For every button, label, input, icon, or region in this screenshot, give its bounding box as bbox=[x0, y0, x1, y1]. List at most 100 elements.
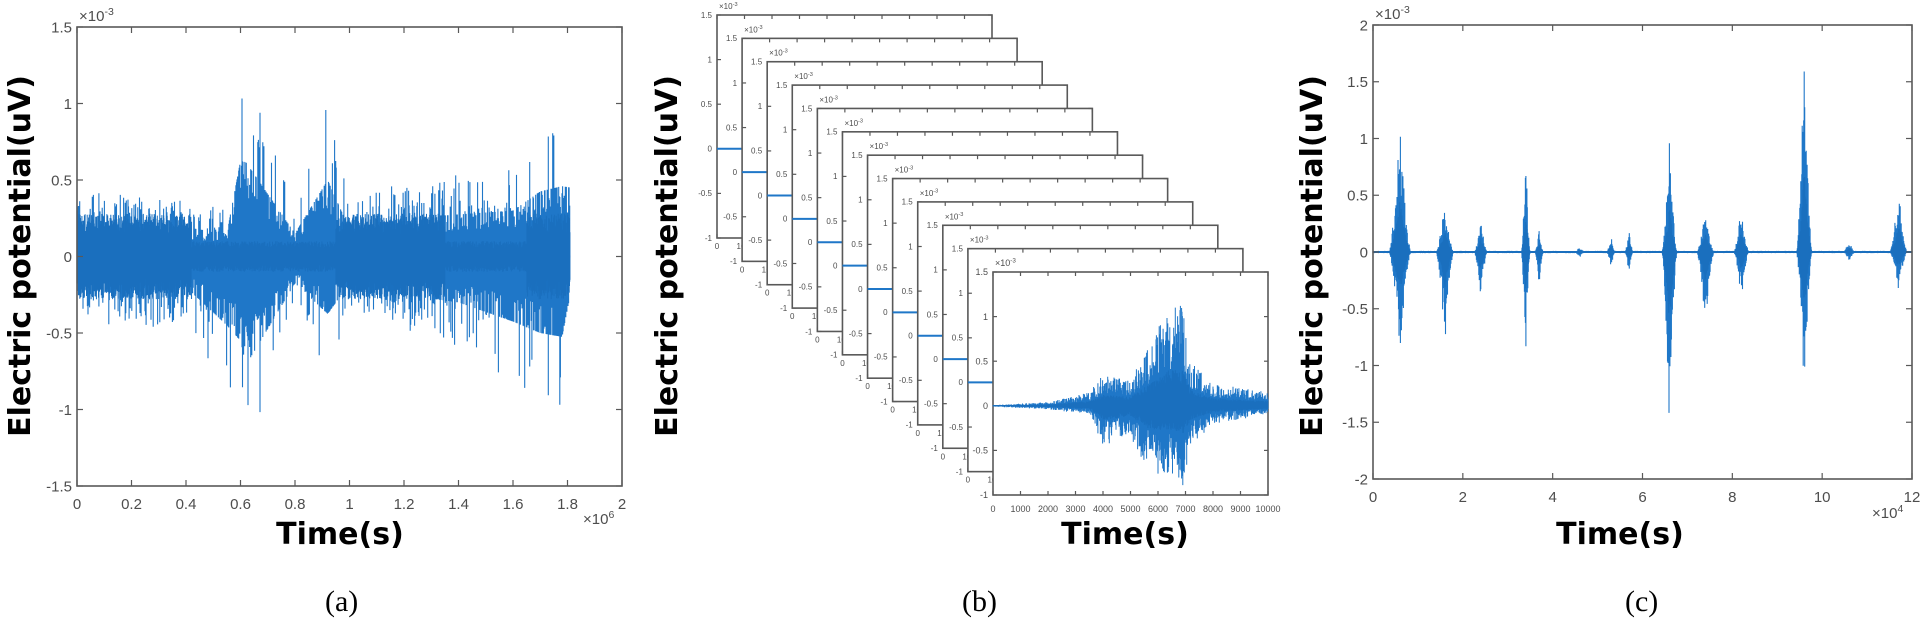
y-tick-label: 0.5 bbox=[952, 334, 964, 343]
y-tick-label: 1 bbox=[908, 242, 913, 251]
y-tick-label: -0.5 bbox=[799, 283, 813, 292]
x-tick-label: 1000 bbox=[1010, 504, 1030, 514]
axes-c: 0 2 4 6 8 10 12 -2 -1.5 -1 -0.5 0 0.5 1 1.5 2 ×10-3 bbox=[1342, 4, 1920, 506]
y-tick-label: 0 bbox=[758, 191, 763, 200]
y-tick-label: -1 bbox=[881, 397, 889, 406]
y-tick-label: -1 bbox=[805, 327, 813, 336]
x-tick-label: 8000 bbox=[1203, 504, 1223, 514]
y-axis-title: Electric potential(uV) bbox=[3, 75, 38, 437]
x-tick-label: 5000 bbox=[1120, 504, 1140, 514]
x-tick-label: 0 bbox=[966, 476, 971, 485]
frame-bg bbox=[993, 272, 1268, 495]
y-tick-label: 0.5 bbox=[927, 310, 939, 319]
y-tick-label: -0.5 bbox=[874, 353, 888, 362]
y-tick-label: 0.5 bbox=[51, 172, 72, 189]
x-tick-label: 1.4 bbox=[448, 496, 469, 513]
y-tick-label: 0.5 bbox=[751, 147, 763, 156]
x-tick-label: 10 bbox=[737, 242, 746, 251]
y-tick-label: -0.5 bbox=[924, 399, 938, 408]
y-tick-label: 1.5 bbox=[776, 81, 788, 90]
y-tick-label: -0.5 bbox=[824, 306, 838, 315]
x-tick-label: 12 bbox=[1904, 489, 1921, 506]
x-tick-label: 10 bbox=[787, 289, 796, 298]
y-tick-label: -0.5 bbox=[849, 329, 863, 338]
x-tick-label: 0 bbox=[890, 406, 895, 415]
y-multiplier: ×10-3 bbox=[844, 119, 863, 128]
y-tick-label: -1 bbox=[1355, 358, 1368, 375]
y-tick-label: 1.5 bbox=[801, 104, 813, 113]
x-tick-label: 10 bbox=[837, 335, 846, 344]
x-tick-label: 0 bbox=[990, 504, 995, 514]
y-tick-label: 1.5 bbox=[726, 34, 738, 43]
y-tick-label: 0.5 bbox=[975, 356, 988, 366]
x-tick-label: 0 bbox=[740, 265, 745, 274]
signal-a bbox=[76, 98, 571, 413]
y-tick-label: 0.5 bbox=[801, 193, 813, 202]
x-tick-label: 10 bbox=[887, 382, 896, 391]
axes-b: 0 1000 2000 3000 4000 5000 6000 7000 8000 9000 100… bbox=[972, 257, 1280, 514]
y-tick-label: 0 bbox=[808, 238, 813, 247]
y-tick-label: -1 bbox=[730, 257, 738, 266]
y-tick-label: 1 bbox=[708, 55, 713, 64]
y-tick-label: -0.5 bbox=[949, 423, 963, 432]
y-tick-label: 1.5 bbox=[975, 267, 988, 277]
x-tick-label: 0.2 bbox=[121, 496, 142, 513]
y-tick-label: 0.5 bbox=[701, 100, 713, 109]
y-multiplier: ×10-3 bbox=[970, 235, 989, 244]
y-tick-label: 1 bbox=[758, 102, 763, 111]
y-tick-label: 0.5 bbox=[776, 170, 788, 179]
x-tick-label: 2 bbox=[618, 496, 626, 513]
x-tick-label: 2000 bbox=[1038, 504, 1058, 514]
y-tick-label: 1 bbox=[883, 219, 888, 228]
x-tick-label: 0 bbox=[840, 359, 845, 368]
y-tick-label: 1 bbox=[958, 289, 963, 298]
x-tick-label: 7000 bbox=[1175, 504, 1195, 514]
x-tick-label: 10 bbox=[812, 312, 821, 321]
y-tick-label: 0 bbox=[933, 355, 938, 364]
y-tick-label: -1 bbox=[780, 304, 788, 313]
signal-trace bbox=[1372, 71, 1913, 413]
y-tick-label: 0 bbox=[908, 332, 913, 341]
x-tick-label: 1.6 bbox=[503, 496, 524, 513]
y-tick-label: -1 bbox=[830, 351, 838, 360]
chart-a: 0 0.2 0.4 0.6 0.8 1 1.2 1.4 1.6 1.8 2 -1.5 -1 -0.5 0 0.… bbox=[3, 6, 626, 552]
panel-a: 0 0.2 0.4 0.6 0.8 1 1.2 1.4 1.6 1.8 2 -1.5 -1 -0.5 0 0.… bbox=[0, 0, 640, 644]
chart-c: 0 2 4 6 8 10 12 -2 -1.5 -1 -0.5 0 0.5 1 1.5 2 ×10-3 ×104 E… bbox=[1295, 4, 1920, 552]
y-tick-label: 1 bbox=[64, 96, 72, 113]
y-tick-label: 1.5 bbox=[751, 58, 763, 67]
x-tick-label: 0 bbox=[815, 335, 820, 344]
y-tick-label: 1 bbox=[733, 79, 738, 88]
y-tick-label: -1.5 bbox=[46, 478, 72, 495]
y-tick-label: 0 bbox=[708, 145, 713, 154]
x-tick-label: 0 bbox=[765, 289, 770, 298]
x-tick-label: 0 bbox=[790, 312, 795, 321]
x-axis-title: Time(s) bbox=[1061, 517, 1189, 552]
x-tick-label: 9000 bbox=[1230, 504, 1250, 514]
x-tick-label: 1 bbox=[345, 496, 353, 513]
y-multiplier: ×10-3 bbox=[945, 212, 964, 221]
y-tick-label: 0 bbox=[883, 308, 888, 317]
y-tick-label: 1 bbox=[808, 149, 813, 158]
x-tick-label: 0 bbox=[941, 452, 946, 461]
x-tick-label: 6000 bbox=[1148, 504, 1168, 514]
y-tick-label: -0.5 bbox=[972, 446, 988, 456]
y-tick-label: -0.5 bbox=[899, 376, 913, 385]
x-axis-title: Time(s) bbox=[276, 517, 404, 552]
x-tick-label: 0 bbox=[865, 382, 870, 391]
y-tick-label: 1.5 bbox=[902, 198, 914, 207]
y-tick-label: 1.5 bbox=[952, 244, 964, 253]
y-tick-label: 1.5 bbox=[51, 19, 72, 36]
y-tick-label: -1 bbox=[931, 444, 939, 453]
y-tick-label: -1 bbox=[956, 467, 964, 476]
y-tick-label: 0.5 bbox=[726, 123, 738, 132]
y-tick-label: 1 bbox=[858, 196, 863, 205]
y-tick-label: 0.5 bbox=[826, 217, 838, 226]
panel-label-b: (b) bbox=[962, 585, 997, 618]
y-tick-label: -1 bbox=[59, 402, 72, 419]
y-tick-label: -1 bbox=[906, 421, 914, 430]
y-tick-label: 1.5 bbox=[1347, 74, 1368, 91]
y-tick-label: -1 bbox=[980, 490, 988, 500]
y-multiplier: ×10-3 bbox=[920, 189, 939, 198]
y-tick-label: -0.5 bbox=[698, 189, 712, 198]
y-tick-label: 0.5 bbox=[851, 240, 863, 249]
